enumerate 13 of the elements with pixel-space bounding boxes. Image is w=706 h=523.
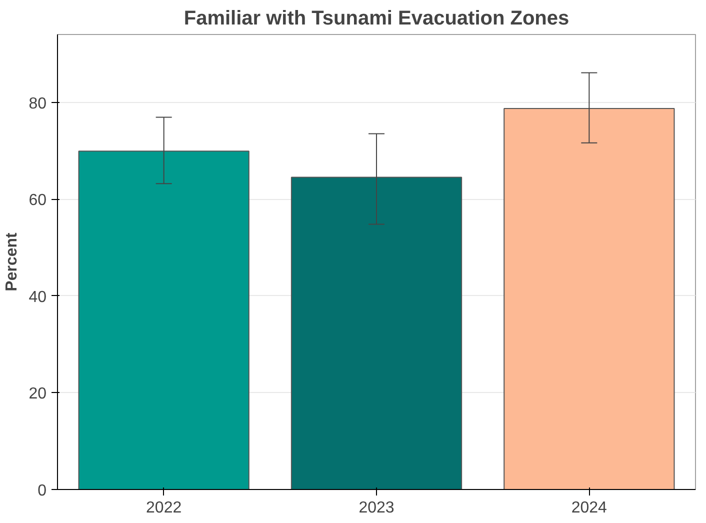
y-tick-label: 60 [28,192,47,210]
x-tick-label: 2023 [358,500,394,516]
y-tick-label: 20 [28,386,47,403]
x-tick-label: 2022 [146,500,182,516]
bar [78,150,250,490]
x-tick-label: 2024 [571,500,608,516]
y-tick-label: 40 [28,288,47,306]
bar [504,108,675,490]
y-tick-label: 0 [38,482,47,500]
bar [290,176,462,490]
y-axis-title: Percent [4,232,21,292]
y-tick-label: 80 [28,95,47,112]
chart-title: Familiar with Tsunami Evacuation Zones [184,8,570,30]
